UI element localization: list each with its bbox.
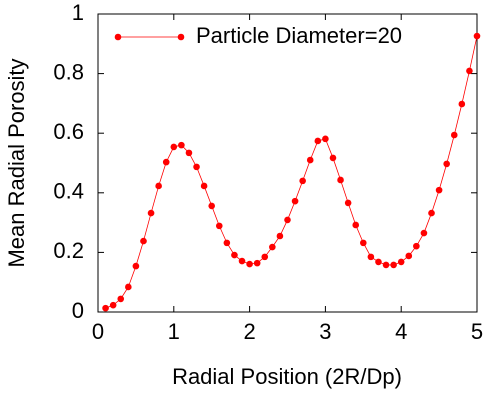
data-point xyxy=(337,176,344,184)
data-point xyxy=(299,177,306,185)
series-line xyxy=(105,35,478,309)
data-point xyxy=(132,262,140,270)
data-point xyxy=(375,258,382,266)
plot-frame xyxy=(97,13,478,313)
x-tick-label: 3 xyxy=(319,319,331,344)
data-point xyxy=(473,32,481,40)
data-point xyxy=(276,232,284,240)
data-point xyxy=(223,239,231,247)
data-point xyxy=(170,143,178,151)
data-point xyxy=(397,258,405,266)
y-tick-label: 0.6 xyxy=(53,119,84,144)
x-axis-label: Radial Position (2R/Dp) xyxy=(172,364,402,389)
data-point xyxy=(193,163,200,171)
y-tick-label: 0.8 xyxy=(53,59,84,84)
data-point xyxy=(261,253,269,261)
data-point xyxy=(109,301,117,309)
y-tick-label: 1 xyxy=(72,0,84,25)
data-point xyxy=(314,137,322,145)
legend-marker xyxy=(177,33,185,41)
data-point xyxy=(458,100,466,108)
data-point xyxy=(125,283,132,291)
data-point xyxy=(413,242,420,250)
data-point xyxy=(253,259,261,267)
data-point xyxy=(140,237,147,245)
data-point xyxy=(306,156,314,164)
y-tick-label: 0.2 xyxy=(53,238,84,263)
data-point xyxy=(450,131,458,139)
data-point xyxy=(428,209,435,217)
data-point xyxy=(390,261,397,269)
data-point xyxy=(466,67,473,75)
data-point xyxy=(117,295,125,303)
data-point xyxy=(360,239,367,247)
data-point xyxy=(344,199,352,207)
data-point xyxy=(155,182,162,190)
x-tick-label: 1 xyxy=(168,319,180,344)
legend-marker xyxy=(114,33,122,41)
data-point xyxy=(284,216,291,224)
data-point xyxy=(238,257,246,265)
y-tick-label: 0.4 xyxy=(53,179,84,204)
data-point xyxy=(367,253,375,261)
legend-label: Particle Diameter=20 xyxy=(196,23,402,48)
data-point xyxy=(352,221,360,229)
data-point xyxy=(208,202,215,210)
x-tick-label: 0 xyxy=(92,319,104,344)
data-point xyxy=(215,222,223,230)
data-point xyxy=(420,229,428,237)
data-point xyxy=(185,149,193,157)
data-point xyxy=(329,154,337,162)
data-point xyxy=(322,135,329,143)
data-point xyxy=(178,141,185,149)
data-point xyxy=(382,261,390,269)
data-point xyxy=(405,252,413,260)
data-point xyxy=(200,182,208,190)
data-point xyxy=(162,158,170,166)
data-point xyxy=(147,209,155,217)
data-point xyxy=(269,243,276,251)
y-axis-label: Mean Radial Porosity xyxy=(4,58,29,267)
x-tick-label: 5 xyxy=(471,319,483,344)
data-point xyxy=(291,197,299,205)
x-tick-label: 2 xyxy=(243,319,255,344)
data-point xyxy=(102,304,109,312)
x-tick-label: 4 xyxy=(395,319,407,344)
data-point xyxy=(443,160,450,168)
y-tick-label: 0 xyxy=(72,298,84,323)
data-point xyxy=(246,260,253,268)
data-point xyxy=(231,251,238,259)
data-point xyxy=(435,186,443,194)
